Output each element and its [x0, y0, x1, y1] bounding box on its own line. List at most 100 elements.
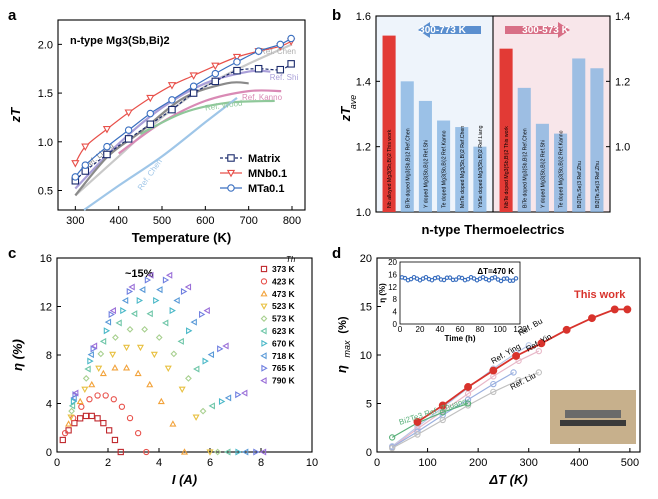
bar: [590, 68, 604, 213]
data-point: [117, 448, 124, 456]
data-point: [128, 283, 135, 291]
data-point: [178, 386, 186, 393]
data-point: [153, 296, 160, 305]
reference-point: [439, 416, 446, 424]
this-work-point: [537, 339, 546, 348]
legend-marker: [260, 352, 267, 360]
legend-label: MTa0.1: [248, 183, 284, 195]
bar-label: Te doped Mg3(Sb,Bi)2 Ref.Kanno: [442, 130, 448, 208]
data-point: [65, 420, 73, 427]
reference-point: [515, 377, 522, 384]
reference-point: [525, 342, 532, 349]
inset-x-tick-label: 20: [416, 325, 425, 334]
legend-marker: [261, 364, 268, 372]
inset-data-point: [402, 275, 408, 281]
x-tick-label: 300: [520, 457, 538, 469]
reference-point: [510, 369, 517, 376]
data-point: [97, 350, 105, 358]
data-point: [235, 391, 242, 399]
y-tick-label: 20: [360, 253, 372, 265]
y-tick-label: 4: [46, 399, 52, 411]
panel-label-d: d: [332, 245, 341, 262]
data-point: [287, 60, 295, 68]
x-tick-label: 8: [258, 457, 264, 469]
inset-x-tick-label: 80: [476, 325, 485, 334]
legend-label: 373 K: [272, 264, 296, 274]
reference-point: [389, 434, 396, 441]
x-axis-label: Temperature (K): [132, 230, 231, 245]
device-photo-part: [560, 420, 626, 426]
x-axis-label: n-type Thermoelectrics: [421, 222, 564, 237]
data-point: [136, 344, 144, 352]
inset-data-point: [453, 277, 459, 282]
data-point: [218, 397, 226, 406]
inset-y-tick-label: 0: [393, 320, 398, 329]
data-point: [203, 307, 210, 315]
reference-point: [490, 380, 497, 388]
panel-label-b: b: [332, 7, 341, 24]
data-point: [169, 420, 177, 427]
chart-title: n-type Mg3(Sb,Bi)2: [70, 35, 170, 47]
legend-label: MNb0.1: [248, 168, 287, 180]
legend-label: 670 K: [272, 338, 296, 348]
data-point: [155, 334, 163, 341]
data-point: [169, 307, 176, 315]
bar-label: MnTe doped Mg3(Sb,Bi)2 Ref.Chen: [460, 126, 466, 208]
this-work-point: [438, 401, 447, 410]
inset-data-point: [510, 278, 516, 283]
legend-marker: [227, 154, 235, 162]
this-work-label: This work: [574, 289, 626, 301]
reference-curve: [83, 97, 238, 211]
y2-tick-label: 1.2: [615, 76, 630, 88]
data-point: [134, 369, 142, 377]
this-work-point: [562, 325, 571, 334]
x-tick-label: 10: [306, 457, 318, 469]
y-tick-label: 1.6: [356, 11, 371, 23]
bar: [437, 120, 451, 212]
data-point: [139, 286, 146, 294]
legend-label: 765 K: [272, 363, 296, 373]
inset-x-tick-label: 120: [513, 325, 527, 334]
data-point: [109, 307, 116, 315]
data-point: [217, 345, 224, 353]
reference-label: Ref. Liu: [509, 371, 538, 392]
data-point: [287, 34, 295, 43]
data-point: [150, 351, 158, 359]
data-point: [192, 414, 200, 421]
y-axis-label: zT: [338, 106, 353, 123]
legend-label: Matrix: [248, 153, 281, 165]
data-point: [276, 40, 285, 49]
data-point: [72, 391, 79, 399]
data-point: [202, 357, 209, 365]
data-point: [180, 287, 188, 296]
inset-y-tick-label: 4: [393, 308, 398, 317]
x-tick-label: 100: [418, 457, 436, 469]
y-axis-subscript: max: [342, 340, 352, 358]
data-point: [208, 402, 215, 410]
bar-label: BiTe doped Mg3(Sb,Bi)2 Ref.Chen: [522, 128, 528, 208]
data-point: [147, 271, 154, 279]
legend-label: 623 K: [272, 326, 296, 336]
data-point: [254, 64, 263, 73]
data-point: [168, 105, 176, 114]
data-point: [72, 389, 79, 397]
y-axis-unit: (%): [337, 316, 349, 333]
inset-data-point: [441, 277, 447, 283]
inset-y-tick-label: 12: [388, 283, 397, 292]
data-point: [108, 310, 115, 318]
reference-curve: [139, 99, 275, 135]
data-point: [111, 436, 119, 444]
panel-a-axes: [57, 19, 306, 211]
y-tick-label: 1.0: [38, 137, 53, 149]
data-point: [81, 386, 89, 393]
data-point: [211, 69, 220, 78]
bar: [535, 123, 549, 212]
data-point: [102, 126, 112, 134]
data-point: [112, 334, 119, 341]
legend-marker: [260, 290, 268, 297]
reference-label: Ref. Shi: [270, 73, 299, 82]
data-point: [222, 342, 229, 350]
bar-label: Bi2(Te,Se)3 Ref.Zhu: [577, 161, 583, 208]
y-tick-label: 0: [366, 447, 372, 459]
bar-label: Bi2(Te,Se)3 Ref.Zhu: [595, 161, 601, 208]
